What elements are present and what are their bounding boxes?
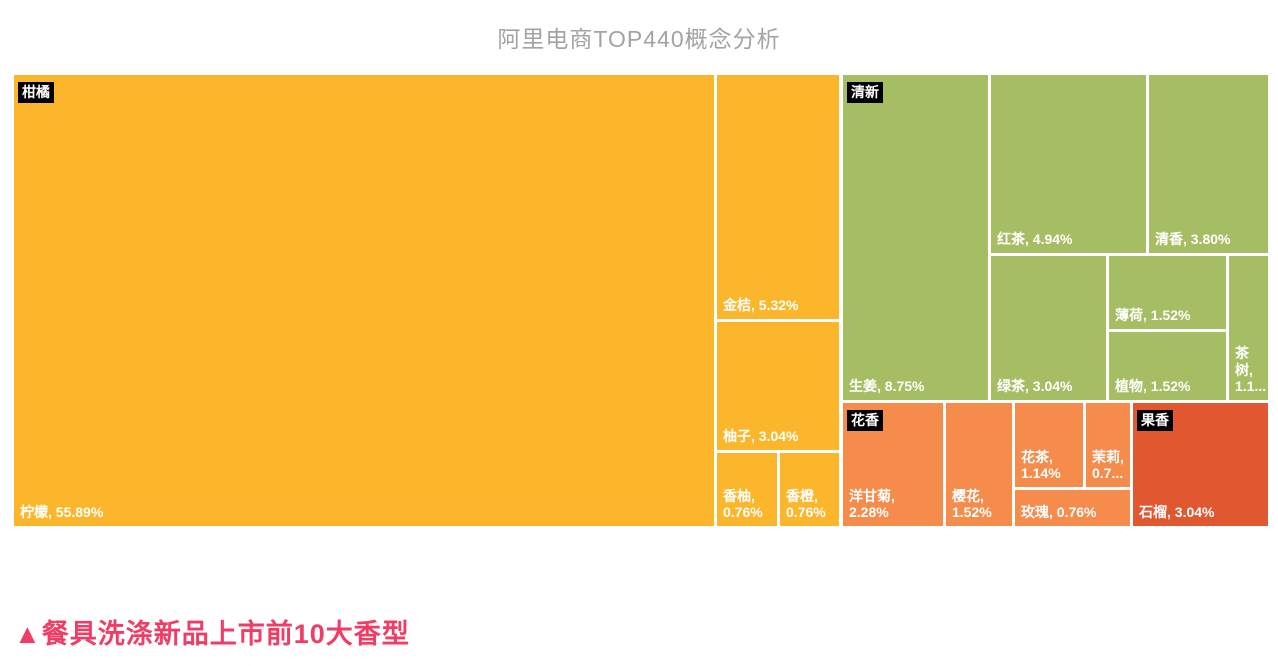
treemap-cell-石榴: 果香石榴, 3.04% [1133, 403, 1268, 526]
cell-value-label: 香橙, 0.76% [786, 487, 826, 521]
treemap-cell-茶树: 茶 树, 1.1... [1229, 256, 1268, 400]
treemap-cell-绿茶: 绿茶, 3.04% [991, 256, 1106, 400]
cell-value-label: 柚子, 3.04% [723, 428, 799, 445]
cell-value-label: 清香, 3.80% [1155, 231, 1231, 248]
treemap-cell-樱花: 樱花, 1.52% [946, 403, 1012, 526]
cell-value-label: 樱花, 1.52% [952, 487, 992, 521]
chart-caption: ▲餐具洗涤新品上市前10大香型 [14, 619, 410, 649]
cell-value-label: 茶 树, 1.1... [1235, 345, 1267, 395]
cell-value-label: 茉莉, 0.7... [1092, 448, 1124, 482]
cell-value-label: 香柚, 0.76% [723, 487, 763, 521]
cell-value-label: 植物, 1.52% [1115, 378, 1191, 395]
cell-value-label: 玫瑰, 0.76% [1021, 504, 1097, 521]
treemap-cell-香橙: 香橙, 0.76% [780, 453, 839, 526]
treemap-cell-柚子: 柚子, 3.04% [717, 322, 839, 450]
cell-value-label: 绿茶, 3.04% [997, 378, 1073, 395]
group-header-花香: 花香 [847, 410, 883, 431]
treemap-cell-清香: 清香, 3.80% [1149, 75, 1268, 253]
group-header-柑橘: 柑橘 [18, 82, 54, 103]
treemap-cell-红茶: 红茶, 4.94% [991, 75, 1146, 253]
cell-value-label: 石榴, 3.04% [1139, 504, 1215, 521]
treemap-cell-香柚: 香柚, 0.76% [717, 453, 777, 526]
treemap-cell-薄荷: 薄荷, 1.52% [1109, 256, 1226, 329]
chart-title: 阿里电商TOP440概念分析 [497, 26, 781, 52]
treemap-cell-金桔: 金桔, 5.32% [717, 75, 839, 319]
treemap-cell-柠檬: 柑橘柠檬, 55.89% [14, 75, 714, 526]
group-header-果香: 果香 [1137, 410, 1173, 431]
treemap-cell-茉莉: 茉莉, 0.7... [1086, 403, 1130, 487]
cell-value-label: 红茶, 4.94% [997, 231, 1073, 248]
cell-value-label: 花茶, 1.14% [1021, 448, 1061, 482]
treemap-cell-玫瑰: 玫瑰, 0.76% [1015, 490, 1130, 526]
cell-value-label: 薄荷, 1.52% [1115, 307, 1191, 324]
cell-value-label: 金桔, 5.32% [723, 297, 799, 314]
treemap-cell-洋甘菊: 花香洋甘菊, 2.28% [843, 403, 943, 526]
group-header-清新: 清新 [847, 82, 883, 103]
treemap-cell-生姜: 清新生姜, 8.75% [843, 75, 988, 400]
treemap-cell-植物: 植物, 1.52% [1109, 332, 1226, 400]
treemap-cell-花茶: 花茶, 1.14% [1015, 403, 1083, 487]
cell-value-label: 洋甘菊, 2.28% [849, 487, 895, 521]
cell-value-label: 柠檬, 55.89% [20, 504, 104, 521]
cell-value-label: 生姜, 8.75% [849, 378, 925, 395]
treemap: 柑橘柠檬, 55.89% 金桔, 5.32% 柚子, 3.04% 香柚, 0.76% 香… [14, 75, 1268, 526]
